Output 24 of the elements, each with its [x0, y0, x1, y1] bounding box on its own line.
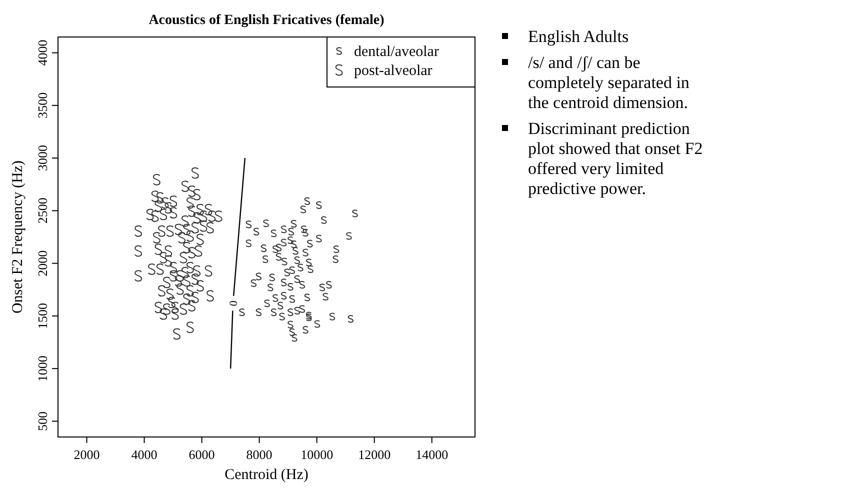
x-tick-label: 12000	[358, 447, 391, 462]
y-tick-label: 3000	[35, 145, 50, 172]
chart-title: Acoustics of English Fricatives (female)	[148, 13, 385, 28]
y-tick-label: 2000	[35, 250, 50, 276]
x-tick-label: 4000	[131, 447, 158, 462]
y-tick-label: 1000	[35, 356, 50, 382]
y-tick-label: 3500	[35, 92, 50, 118]
x-tick-label: 6000	[188, 447, 215, 462]
y-tick-label: 1500	[35, 302, 50, 329]
text: English Adults	[528, 27, 629, 46]
y-tick-label: 4000	[35, 40, 50, 66]
y-axis-title: Onset F2 Frequency (Hz)	[10, 160, 26, 314]
x-tick-label: 10000	[300, 447, 334, 462]
y-tick-label: 500	[35, 411, 50, 431]
x-tick-label: 2000	[74, 447, 100, 462]
text: /s/ and /ʃ/ can be completely separated in the centroid dimension.	[528, 53, 690, 112]
annotation: 0	[228, 300, 240, 307]
x-tick-label: 14000	[416, 447, 448, 462]
x-tick-label: 8000	[246, 447, 272, 462]
text: Discriminant prediction plot showed that onset F2 offered very limited predictive power.	[528, 119, 703, 198]
y-tick-label: 2500	[35, 198, 50, 224]
legend-label: post-alveolar	[354, 63, 432, 79]
legend-label: dental/aveolar	[354, 44, 439, 60]
x-axis-title: Centroid (Hz)	[224, 467, 308, 483]
